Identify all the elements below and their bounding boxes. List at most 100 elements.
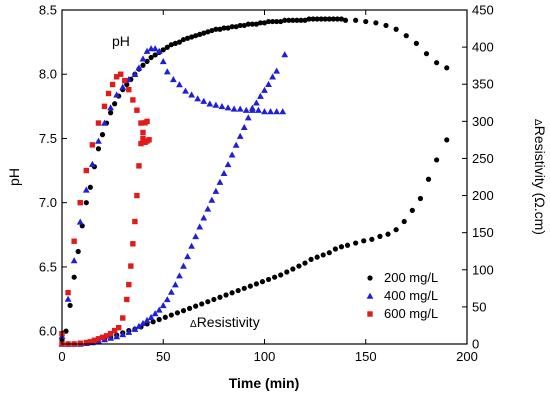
ph-point xyxy=(383,22,389,29)
resistivity-point xyxy=(136,163,142,169)
resistivity-point xyxy=(240,123,248,130)
ph-point xyxy=(101,103,108,110)
resistivity-point xyxy=(281,51,289,58)
resistivity-point xyxy=(186,305,193,311)
ph-point xyxy=(130,97,136,103)
ph-point xyxy=(209,27,215,34)
ph-point xyxy=(139,55,147,62)
axis-ticks: 0 50 100 150 200 6.0 6.5 7.0 7.5 8.0 8.5 0 50 100 150 2… xyxy=(39,3,494,365)
ph-point xyxy=(112,101,118,107)
resistivity-point xyxy=(144,118,150,125)
ph-point xyxy=(101,119,108,126)
resistivity-point xyxy=(217,294,223,300)
ph-point xyxy=(113,74,120,80)
ph-point xyxy=(298,17,304,23)
resistivity-point xyxy=(135,322,143,329)
ph-point xyxy=(217,26,223,32)
ph-point xyxy=(229,24,235,30)
resistivity-point xyxy=(236,132,244,139)
ph-point xyxy=(237,22,243,29)
ph-point xyxy=(444,65,450,71)
ph-point xyxy=(155,47,163,54)
ph-point xyxy=(83,200,89,206)
ph-point xyxy=(282,17,288,23)
resistivity-point xyxy=(338,244,345,250)
ph-point xyxy=(230,105,238,112)
resistivity-point xyxy=(216,178,224,185)
ph-point xyxy=(164,44,170,50)
ph-point xyxy=(353,17,359,23)
ph-point xyxy=(71,238,77,244)
ph-point xyxy=(338,16,345,22)
resistivity-point xyxy=(99,334,106,341)
y-right-tick-label: 150 xyxy=(472,225,494,240)
resistivity-point xyxy=(150,319,156,325)
resistivity-point xyxy=(332,246,338,252)
resistivity-point xyxy=(184,253,191,260)
resistivity-point xyxy=(124,296,130,303)
resistivity-point xyxy=(308,256,314,262)
ph-point xyxy=(140,135,146,142)
ph-point xyxy=(261,20,268,26)
ph-point xyxy=(168,42,174,48)
resistivity-point xyxy=(111,327,118,334)
resistivity-point xyxy=(265,80,272,87)
ph-point xyxy=(140,62,146,68)
resistivity-point xyxy=(353,240,359,246)
y-axis-right-title: ΔResistivity (Ω.cm) xyxy=(532,119,548,235)
ph-point xyxy=(169,75,177,83)
series-1 xyxy=(58,45,289,347)
y-axis-right-title-word: Resistivity (Ω.cm) xyxy=(532,126,548,235)
ph-point xyxy=(148,54,154,61)
resistivity-point xyxy=(163,296,171,303)
legend-item: 200 mg/L xyxy=(367,270,438,285)
ph-point xyxy=(180,36,187,43)
ph-point xyxy=(146,137,152,143)
resistivity-point xyxy=(409,207,415,213)
y-axis-right-title-delta: Δ xyxy=(532,119,543,126)
ph-point xyxy=(253,21,259,27)
ph-point xyxy=(363,18,369,25)
resistivity-point xyxy=(212,187,220,194)
y-right-tick-label: 450 xyxy=(472,3,494,18)
ph-point xyxy=(197,31,203,38)
ph-point xyxy=(267,108,274,115)
resistivity-point xyxy=(151,310,159,317)
ph-point xyxy=(225,25,231,31)
ph-point xyxy=(279,108,287,115)
ph-point xyxy=(393,26,399,32)
resistivity-point xyxy=(314,254,320,260)
resistivity-point xyxy=(241,285,247,291)
ph-point xyxy=(242,106,250,113)
resistivity-point xyxy=(401,218,407,225)
ph-point xyxy=(241,22,247,29)
resistivity-point xyxy=(265,276,272,283)
x-tick-label: 150 xyxy=(355,349,377,364)
legend-label: 400 mg/L xyxy=(384,288,438,303)
legend-marker xyxy=(367,311,373,317)
ph-point xyxy=(118,71,124,77)
ph-point xyxy=(113,91,121,98)
ph-point xyxy=(95,120,102,126)
resistivity-point xyxy=(103,333,110,339)
resistivity-point xyxy=(290,266,296,272)
x-tick-label: 200 xyxy=(456,349,478,364)
resistivity-point xyxy=(235,287,241,294)
resistivity-point xyxy=(128,263,134,269)
resistivity-point xyxy=(199,301,205,307)
ph-point xyxy=(318,16,324,22)
resistivity-point xyxy=(130,241,136,247)
ph-point xyxy=(109,81,116,88)
ph-point xyxy=(107,104,114,111)
ph-point xyxy=(255,106,262,113)
resistivity-point xyxy=(188,242,195,249)
ph-point xyxy=(188,91,195,98)
ph-point xyxy=(403,33,409,39)
ph-point xyxy=(290,17,296,23)
ph-point xyxy=(143,47,151,54)
ph-point xyxy=(434,60,440,66)
resistivity-point xyxy=(220,169,228,177)
resistivity-point xyxy=(244,114,252,121)
ph-point xyxy=(278,18,284,25)
ph-point xyxy=(221,25,227,31)
